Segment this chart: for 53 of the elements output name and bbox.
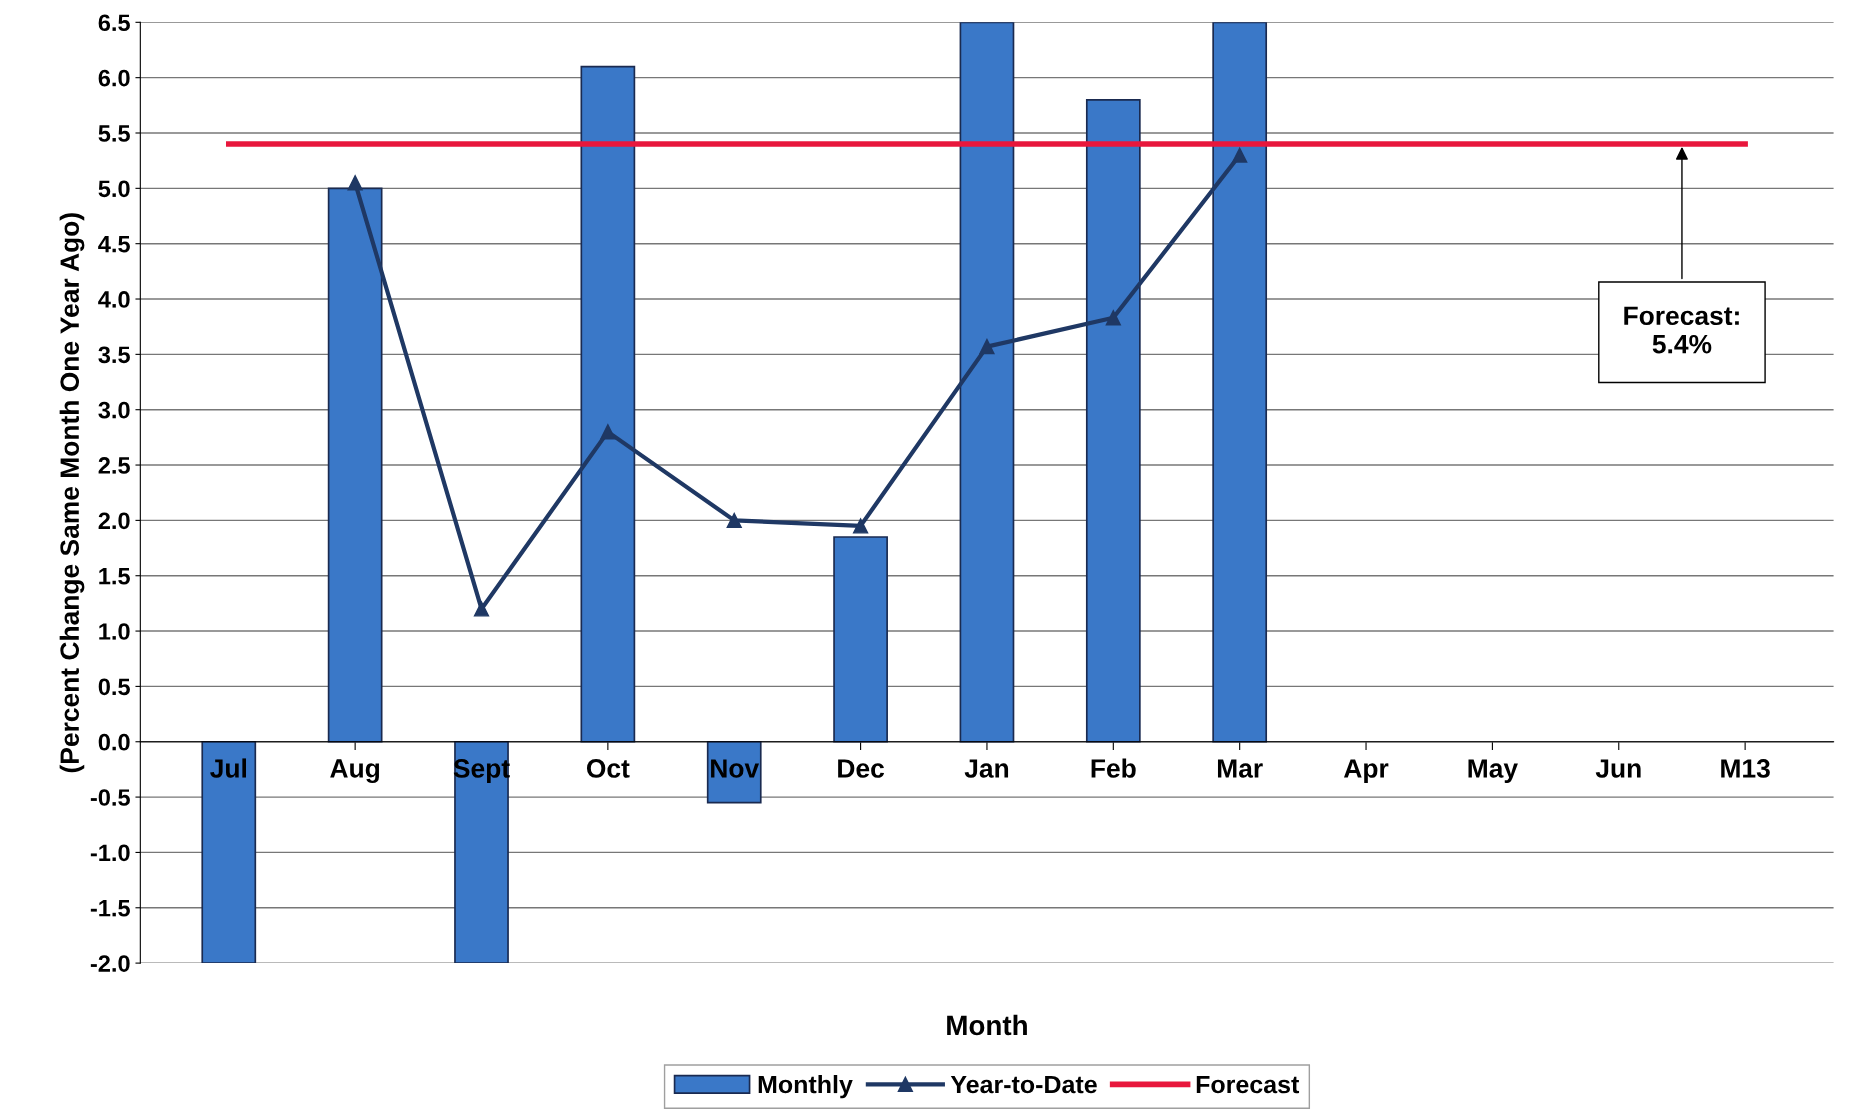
bar (833, 536, 888, 743)
y-tick-label: 3.0 (98, 401, 130, 419)
x-tick-label: Jul (210, 758, 246, 778)
bar (1085, 98, 1141, 743)
y-tick-label: 4.0 (98, 291, 130, 308)
y-tick-label: 0.5 (98, 678, 130, 696)
y-tick-label: 6.5 (98, 14, 130, 32)
point (1232, 147, 1248, 163)
legend-label: Forecast (1196, 1075, 1300, 1094)
bar (327, 187, 383, 743)
point (1105, 310, 1121, 326)
y-tick-label: 1.0 (99, 623, 130, 640)
y-axis-title: (Percent Change Same Month One Year Ago) (59, 213, 85, 773)
y-tick-label: 3.5 (98, 346, 130, 364)
y-tick-label: 5.5 (98, 125, 130, 142)
point (979, 338, 995, 355)
y-tick-label: 1.5 (99, 568, 130, 585)
bar (580, 65, 636, 743)
y-tick-label: -2.0 (90, 955, 130, 972)
y-tick-label: 5.0 (98, 180, 130, 198)
x-tick-label: Dec (838, 759, 885, 778)
legend-label: Year-to-Date (950, 1075, 1097, 1094)
y-tick-label: 2.5 (98, 457, 130, 474)
x-tick-label: Nov (711, 759, 760, 778)
point (347, 175, 363, 191)
bar (959, 22, 1015, 743)
x-tick-label: Feb (1091, 758, 1136, 778)
point (600, 424, 616, 440)
y-tick-label: 2.0 (98, 512, 130, 530)
y-tick-label: -1.5 (90, 900, 130, 917)
y-tick-label: -0.5 (90, 789, 130, 806)
x-tick-label: May (1468, 759, 1518, 784)
x-tick-label: Mar (1217, 759, 1263, 778)
x-tick-label: Jun (1595, 759, 1641, 778)
point (726, 512, 742, 529)
y-tick-label: 6.0 (98, 69, 130, 87)
y-tick-label: -1.0 (90, 844, 130, 862)
legend-label: Monthly (758, 1074, 853, 1099)
x-tick-label: Aug (330, 759, 380, 784)
bar (706, 740, 762, 804)
y-tick-label: 4.5 (98, 235, 130, 253)
x-tick-label: Jan (964, 759, 1009, 778)
y-tick-label: 0.0 (98, 733, 130, 751)
bar (454, 740, 509, 964)
point (473, 601, 490, 617)
point (852, 518, 869, 534)
x-tick-label: Apr (1343, 759, 1389, 784)
annotation: Forecast: 5.4% (1624, 306, 1739, 354)
x-axis-title: Month (947, 1014, 1027, 1036)
bar (1212, 22, 1268, 743)
x-tick-label: Oct (586, 759, 630, 778)
x-tick-label: M13 (1721, 759, 1770, 778)
bar (201, 740, 257, 964)
